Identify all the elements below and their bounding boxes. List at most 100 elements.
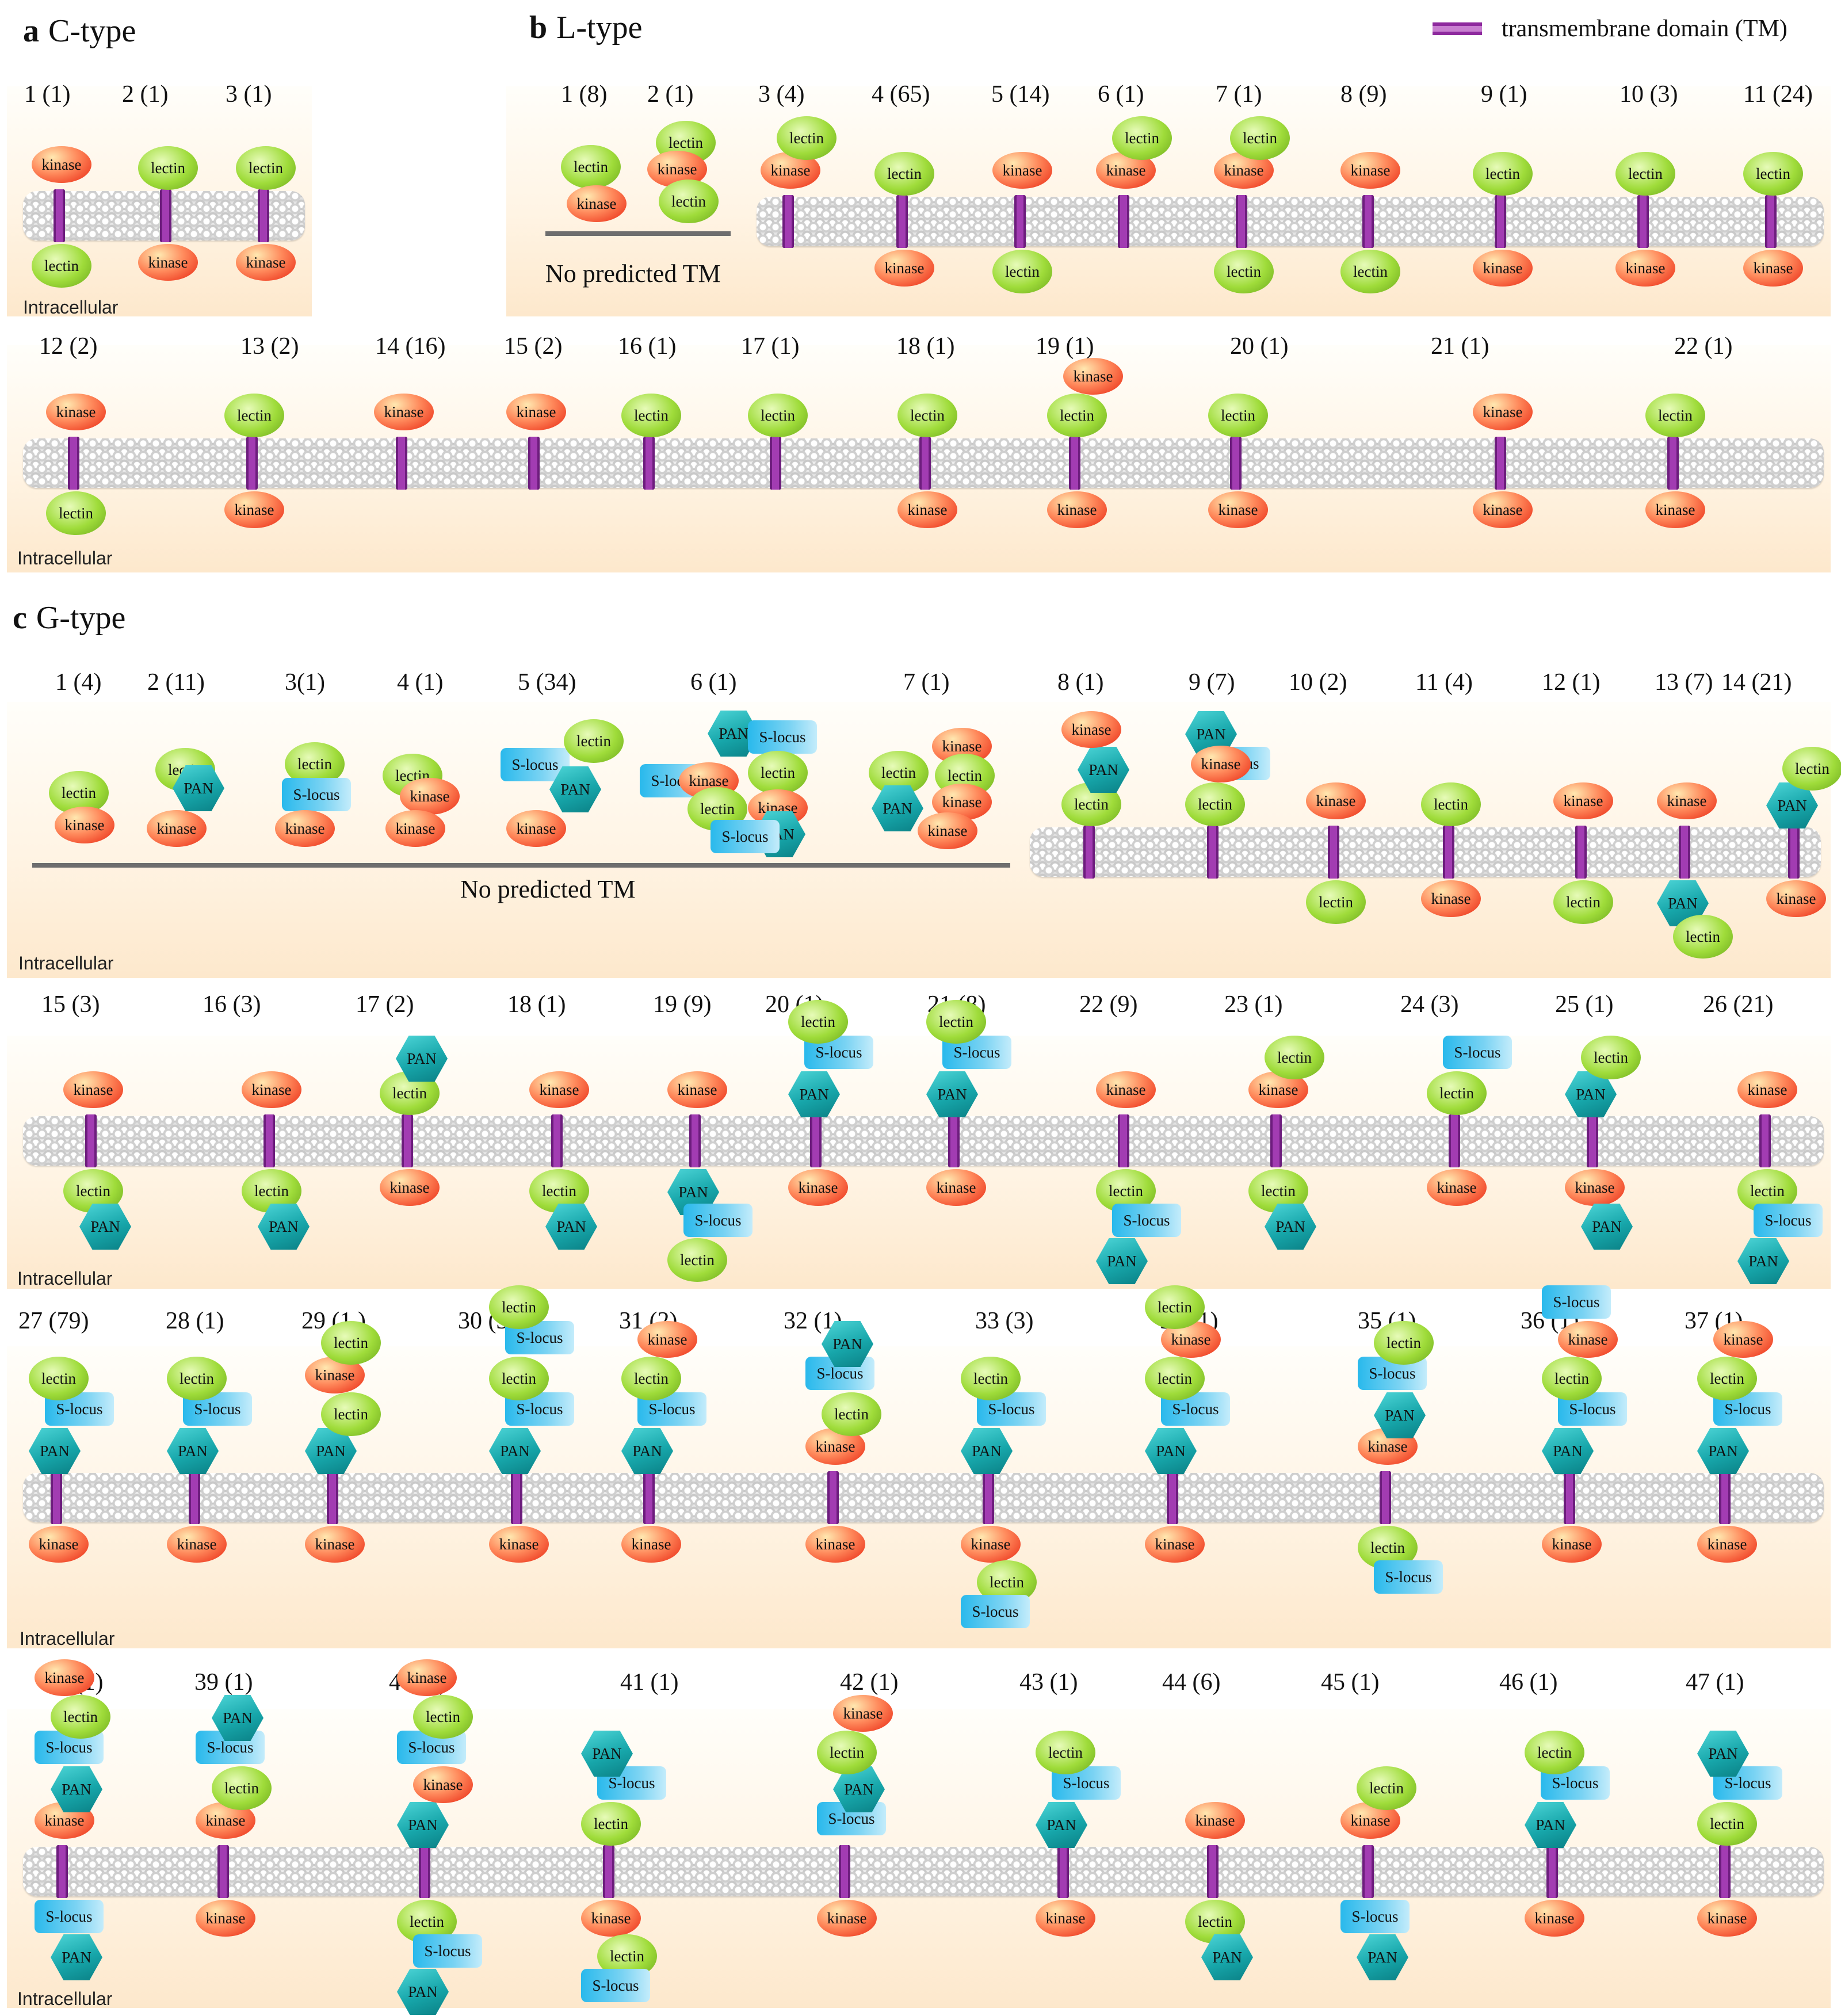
protein-group-label: 18 (1) [896, 333, 955, 360]
lectin-domain: lectin [29, 1357, 89, 1400]
transmembrane-domain [396, 437, 407, 490]
transmembrane-domain [51, 1471, 62, 1524]
s-locus-domain: S-locus [597, 1766, 666, 1800]
transmembrane-domain [54, 189, 65, 242]
kinase-domain: kinase [1306, 782, 1366, 819]
lectin-domain: lectin [1145, 1285, 1205, 1329]
s-locus-domain: S-locus [282, 778, 351, 811]
transmembrane-domain [160, 189, 171, 242]
cell-membrane [23, 1116, 1824, 1166]
intracellular-label: Intracellular [17, 1268, 113, 1289]
protein-group-label: 7 (1) [1216, 81, 1262, 108]
protein-group-label: 45 (1) [1321, 1669, 1380, 1696]
transmembrane-domain [1207, 826, 1219, 879]
protein-group-label: 8 (9) [1340, 81, 1387, 108]
kinase-domain: kinase [1473, 250, 1533, 287]
kinase-domain: kinase [1473, 394, 1533, 430]
protein-group-label: 41 (1) [620, 1669, 679, 1696]
transmembrane-domain [827, 1471, 839, 1524]
kinase-domain: kinase [1565, 1169, 1625, 1206]
cell-membrane [1030, 827, 1821, 877]
protein-group-label: 4 (65) [872, 81, 930, 108]
protein-group-label: 3 (4) [758, 81, 805, 108]
cell-membrane [23, 1473, 1824, 1522]
s-locus-domain: S-locus [1374, 1560, 1443, 1594]
lectin-domain: lectin [561, 145, 621, 189]
protein-group-label: 47 (1) [1686, 1669, 1744, 1696]
lectin-domain: lectin [992, 250, 1052, 293]
kinase-domain: kinase [1214, 152, 1274, 189]
kinase-domain: kinase [385, 810, 445, 847]
transmembrane-domain [1788, 826, 1800, 879]
lectin-domain: lectin [138, 146, 198, 190]
protein-group-label: 28 (1) [166, 1308, 224, 1334]
transmembrane-domain [1765, 195, 1777, 248]
lectin-domain: lectin [667, 1238, 727, 1282]
transmembrane-domain [258, 189, 269, 242]
protein-group-label: 9 (7) [1189, 669, 1235, 696]
lectin-domain: lectin [46, 491, 106, 535]
kinase-domain: kinase [374, 394, 434, 430]
tm-legend-swatch [1433, 22, 1482, 35]
lectin-domain: lectin [1525, 1731, 1584, 1774]
transmembrane-domain [983, 1471, 994, 1524]
kinase-domain: kinase [46, 394, 106, 430]
transmembrane-domain [85, 1114, 97, 1167]
lectin-domain: lectin [1061, 782, 1121, 826]
panel-c-label: c G-type [13, 600, 125, 636]
lectin-domain: lectin [1374, 1321, 1434, 1365]
no-tm-divider-l [545, 231, 731, 236]
s-locus-domain: S-locus [1754, 1204, 1823, 1237]
s-locus-domain: S-locus [683, 1204, 753, 1237]
kinase-domain: kinase [413, 1766, 473, 1803]
lectin-domain: lectin [1782, 747, 1841, 791]
transmembrane-domain [528, 437, 540, 490]
protein-group-label: 19 (1) [1036, 333, 1094, 360]
lectin-domain: lectin [1645, 394, 1705, 437]
kinase-domain: kinase [275, 810, 335, 847]
kinase-domain: kinase [581, 1900, 641, 1937]
protein-group-label: 17 (2) [356, 991, 414, 1018]
kinase-domain: kinase [1525, 1900, 1584, 1937]
kinase-domain: kinase [1208, 491, 1268, 528]
protein-group-label: 1 (4) [55, 669, 102, 696]
lectin-domain: lectin [1615, 152, 1675, 196]
kinase-domain: kinase [1185, 1802, 1245, 1839]
lectin-domain: lectin [748, 394, 808, 437]
protein-group-label: 10 (3) [1620, 81, 1678, 108]
pan-domain: PAN [396, 1036, 448, 1082]
protein-group-label: 21 (1) [1431, 333, 1489, 360]
lectin-domain: lectin [321, 1392, 381, 1436]
legend: transmembrane domain (TM) [1433, 12, 1787, 46]
kinase-domain: kinase [805, 1428, 865, 1465]
transmembrane-domain [1637, 195, 1649, 248]
kinase-domain: kinase [1063, 358, 1123, 395]
kinase-domain: kinase [817, 1900, 877, 1937]
transmembrane-domain [1167, 1471, 1178, 1524]
transmembrane-domain [1575, 826, 1587, 879]
transmembrane-domain [1270, 1114, 1282, 1167]
kinase-domain: kinase [1542, 1526, 1602, 1563]
kinase-domain: kinase [1713, 1321, 1773, 1358]
kinase-domain: kinase [1340, 152, 1400, 189]
protein-group-label: 2 (11) [147, 669, 205, 696]
kinase-domain: kinase [918, 812, 977, 849]
transmembrane-domain [402, 1114, 413, 1167]
protein-group-label: 43 (1) [1019, 1669, 1078, 1696]
protein-group-label: 12 (1) [1542, 669, 1601, 696]
lectin-domain: lectin [817, 1731, 877, 1774]
s-locus-domain: S-locus [711, 820, 780, 853]
s-locus-domain: S-locus [942, 1036, 1011, 1069]
s-locus-domain: S-locus [581, 1969, 650, 2002]
protein-group-label: 24 (3) [1400, 991, 1459, 1018]
s-locus-domain: S-locus [748, 720, 817, 754]
transmembrane-domain [189, 1471, 200, 1524]
transmembrane-domain [1449, 1114, 1460, 1167]
transmembrane-domain [1236, 195, 1247, 248]
lectin-domain: lectin [748, 751, 808, 795]
lectin-domain: lectin [1214, 250, 1274, 293]
transmembrane-domain [1443, 826, 1454, 879]
kinase-domain: kinase [1145, 1526, 1205, 1563]
s-locus-domain: S-locus [35, 1900, 104, 1933]
kinase-domain: kinase [1096, 1071, 1156, 1108]
